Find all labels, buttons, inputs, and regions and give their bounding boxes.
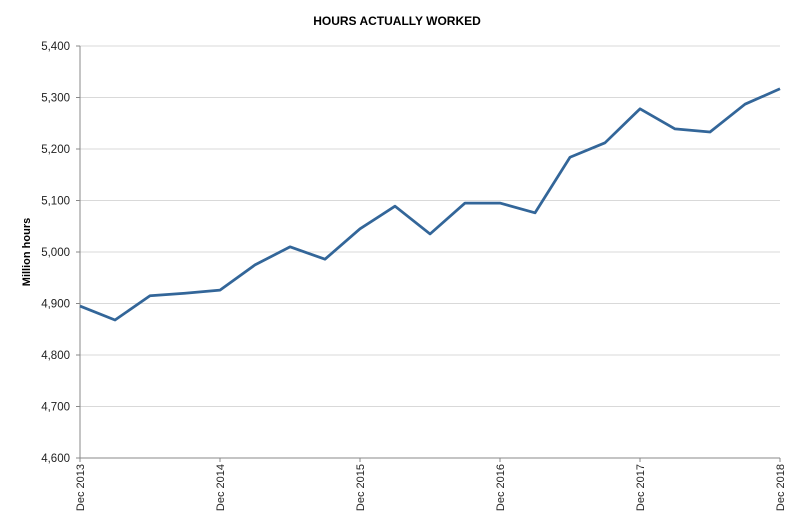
- x-tick-label: Dec 2013: [75, 464, 87, 511]
- chart-title: HOURS ACTUALLY WORKED: [313, 14, 481, 28]
- y-tick-label: 4,600: [41, 453, 70, 465]
- y-tick-label: 5,400: [41, 41, 70, 53]
- y-tick-label: 5,300: [41, 93, 70, 105]
- y-tick-label: 4,700: [41, 402, 70, 414]
- x-tick-label: Dec 2015: [355, 464, 367, 511]
- x-tick-label: Dec 2018: [775, 464, 787, 511]
- x-tick-label: Dec 2014: [215, 464, 227, 511]
- y-tick-label: 5,100: [41, 196, 70, 208]
- series-line: [80, 89, 780, 320]
- y-tick-label: 5,000: [41, 247, 70, 259]
- y-tick-label: 4,800: [41, 350, 70, 362]
- y-tick-label: 5,200: [41, 144, 70, 156]
- y-tick-label: 4,900: [41, 299, 70, 311]
- x-tick-label: Dec 2016: [495, 464, 507, 511]
- x-tick-label: Dec 2017: [635, 464, 647, 511]
- y-axis-label: Million hours: [21, 218, 33, 286]
